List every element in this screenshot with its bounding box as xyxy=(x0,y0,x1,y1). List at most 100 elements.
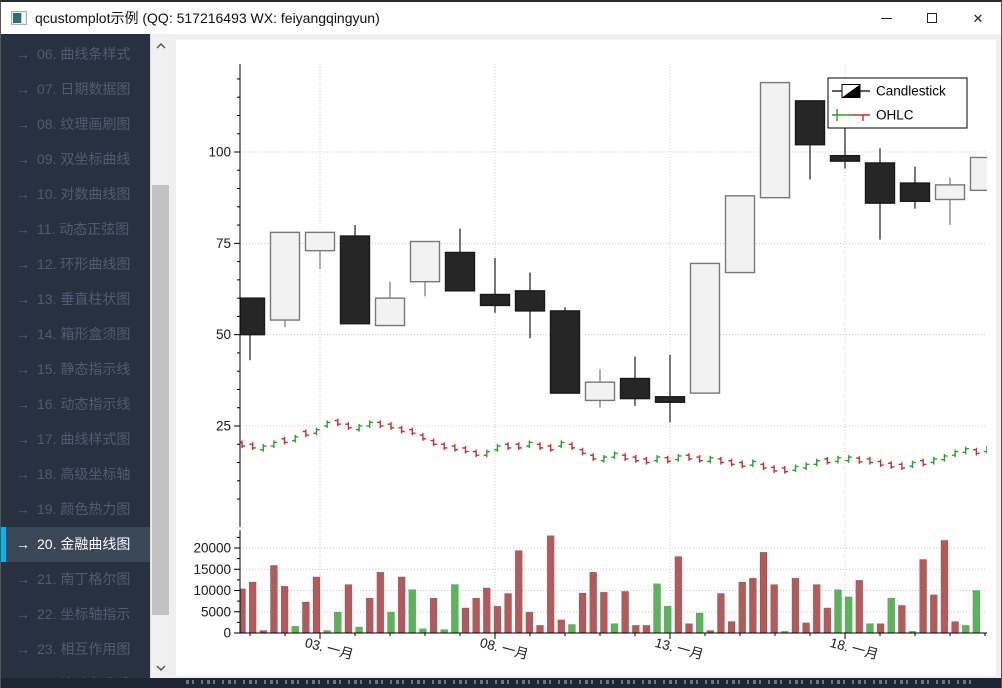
x-tick-label: 18. 一月 xyxy=(828,635,880,662)
sidebar-item-label: 18. 高级坐标轴 xyxy=(37,466,131,482)
svg-text:50: 50 xyxy=(216,327,231,342)
sidebar-item-15[interactable]: → 15. 静态指示线 xyxy=(1,352,150,387)
arrow-right-icon: → xyxy=(16,81,30,97)
axes xyxy=(234,64,987,639)
sidebar-item-23[interactable]: → 23. 相互作用图 xyxy=(1,632,150,667)
x-tick-label: 08. 一月 xyxy=(478,635,530,662)
ohlc-series xyxy=(240,418,987,474)
sidebar-item-6[interactable]: → 06. 曲线条样式 xyxy=(1,37,150,72)
sidebar-item-11[interactable]: → 11. 动态正弦图 xyxy=(1,212,150,247)
sidebar-item-19[interactable]: → 19. 颜色热力图 xyxy=(1,492,150,527)
close-icon: ✕ xyxy=(972,10,984,26)
sidebar-menu: → 06. 曲线条样式 → 07. 日期数据图 → 08. 纹理画刷图 → 09. 双坐标曲线… xyxy=(1,34,150,680)
legend-label: Candlestick xyxy=(876,84,946,99)
volume-series xyxy=(240,535,981,633)
minimize-button[interactable] xyxy=(863,2,909,34)
x-tick-label: 13. 一月 xyxy=(653,635,705,662)
app-icon xyxy=(11,11,27,25)
window-controls: ✕ xyxy=(863,2,1001,34)
sidebar-item-label: 07. 日期数据图 xyxy=(37,81,131,97)
sidebar-item-label: 23. 相互作用图 xyxy=(37,641,131,657)
svg-text:15000: 15000 xyxy=(193,562,231,577)
sidebar-item-label: 17. 曲线样式图 xyxy=(37,431,131,447)
minimize-icon xyxy=(880,17,892,19)
sidebar-scrollbar[interactable] xyxy=(150,34,170,680)
arrow-right-icon: → xyxy=(16,466,30,482)
sidebar-item-label: 12. 环形曲线图 xyxy=(37,256,131,272)
bottom-strip xyxy=(1,678,1001,688)
sidebar-item-14[interactable]: → 14. 箱形盒须图 xyxy=(1,317,150,352)
chevron-down-icon xyxy=(156,665,165,671)
scroll-up-button[interactable] xyxy=(151,36,170,56)
candlestick-series xyxy=(240,81,987,423)
chart-legend[interactable]: Candlestick OHLC xyxy=(827,77,968,129)
sidebar-item-label: 13. 垂直柱状图 xyxy=(37,291,131,307)
candlestick-legend-icon xyxy=(832,84,870,98)
grid-lines xyxy=(240,64,987,633)
chevron-up-icon xyxy=(156,43,165,49)
sidebar-item-17[interactable]: → 17. 曲线样式图 xyxy=(1,422,150,457)
scroll-down-button[interactable] xyxy=(151,658,170,678)
svg-text:100: 100 xyxy=(208,145,231,160)
sidebar-item-18[interactable]: → 18. 高级坐标轴 xyxy=(1,457,150,492)
svg-text:0: 0 xyxy=(223,626,231,641)
sidebar-item-label: 16. 动态指示线 xyxy=(37,396,131,412)
sidebar-item-label: 09. 双坐标曲线 xyxy=(37,151,131,167)
arrow-right-icon: → xyxy=(16,641,30,657)
svg-text:75: 75 xyxy=(216,236,231,251)
arrow-right-icon: → xyxy=(16,431,30,447)
arrow-right-icon: → xyxy=(16,221,30,237)
arrow-right-icon: → xyxy=(16,501,30,517)
arrow-right-icon: → xyxy=(16,396,30,412)
arrow-right-icon: → xyxy=(16,46,30,62)
arrow-right-icon: → xyxy=(16,326,30,342)
sidebar-item-22[interactable]: → 22. 坐标轴指示 xyxy=(1,597,150,632)
arrow-right-icon: → xyxy=(16,186,30,202)
sidebar-item-label: 19. 颜色热力图 xyxy=(37,501,131,517)
maximize-icon xyxy=(927,13,937,23)
sidebar-item-13[interactable]: → 13. 垂直柱状图 xyxy=(1,282,150,317)
sidebar-item-label: 20. 金融曲线图 xyxy=(37,536,131,552)
sidebar-item-21[interactable]: → 21. 南丁格尔图 xyxy=(1,562,150,597)
ohlc-legend-icon xyxy=(832,109,870,121)
maximize-button[interactable] xyxy=(909,2,955,34)
svg-text:5000: 5000 xyxy=(201,604,231,619)
arrow-right-icon: → xyxy=(16,536,30,552)
sidebar-item-label: 21. 南丁格尔图 xyxy=(37,571,131,587)
sidebar-item-label: 06. 曲线条样式 xyxy=(37,46,131,62)
arrow-right-icon: → xyxy=(16,606,30,622)
sidebar-item-7[interactable]: → 07. 日期数据图 xyxy=(1,72,150,107)
arrow-right-icon: → xyxy=(16,116,30,132)
sidebar-item-20[interactable]: → 20. 金融曲线图 xyxy=(1,527,150,562)
sidebar-item-label: 11. 动态正弦图 xyxy=(37,221,130,237)
arrow-right-icon: → xyxy=(16,291,30,307)
arrow-right-icon: → xyxy=(16,151,30,167)
sidebar-item-label: 22. 坐标轴指示 xyxy=(37,606,131,622)
title-bar: qcustomplot示例 (QQ: 517216493 WX: feiyang… xyxy=(1,2,1001,34)
sidebar-item-label: 15. 静态指示线 xyxy=(37,361,131,377)
svg-text:10000: 10000 xyxy=(193,583,231,598)
sidebar-item-12[interactable]: → 12. 环形曲线图 xyxy=(1,247,150,282)
sidebar-item-label: 14. 箱形盒须图 xyxy=(37,326,131,342)
sidebar-item-8[interactable]: → 08. 纹理画刷图 xyxy=(1,107,150,142)
scrollbar-thumb[interactable] xyxy=(152,185,169,615)
arrow-right-icon: → xyxy=(16,571,30,587)
sidebar-item-9[interactable]: → 09. 双坐标曲线 xyxy=(1,142,150,177)
legend-label: OHLC xyxy=(876,108,914,123)
sidebar-item-16[interactable]: → 16. 动态指示线 xyxy=(1,387,150,422)
bottom-strip-glyphs xyxy=(186,680,976,684)
chart-canvas[interactable]: 25 50 75 100 0 5000 10000 15000 20000 03. 一月 08. 一… xyxy=(176,40,996,676)
x-tick-label: 03. 一月 xyxy=(303,635,355,662)
financial-chart[interactable]: 25 50 75 100 0 5000 10000 15000 20000 03. 一月 08. 一… xyxy=(176,40,996,676)
sidebar-item-label: 08. 纹理画刷图 xyxy=(37,116,131,132)
arrow-right-icon: → xyxy=(16,361,30,377)
arrow-right-icon: → xyxy=(16,256,30,272)
close-button[interactable]: ✕ xyxy=(955,2,1001,34)
chart-panel: 25 50 75 100 0 5000 10000 15000 20000 03. 一月 08. 一… xyxy=(170,34,1001,680)
svg-text:20000: 20000 xyxy=(193,541,231,556)
svg-text:25: 25 xyxy=(216,418,231,433)
sidebar-item-10[interactable]: → 10. 对数曲线图 xyxy=(1,177,150,212)
window-title: qcustomplot示例 (QQ: 517216493 WX: feiyang… xyxy=(35,10,380,26)
sidebar-item-label: 10. 对数曲线图 xyxy=(37,186,131,202)
